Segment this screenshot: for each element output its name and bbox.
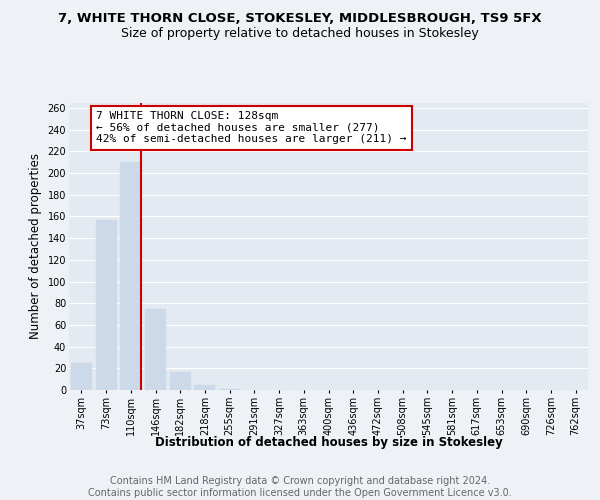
Text: Distribution of detached houses by size in Stokesley: Distribution of detached houses by size … [155, 436, 503, 449]
Bar [145, 308, 166, 390]
Text: Contains HM Land Registry data © Crown copyright and database right 2024.
Contai: Contains HM Land Registry data © Crown c… [88, 476, 512, 498]
Bar [120, 162, 141, 390]
Text: Size of property relative to detached houses in Stokesley: Size of property relative to detached ho… [121, 28, 479, 40]
Bar [95, 220, 116, 390]
Y-axis label: Number of detached properties: Number of detached properties [29, 153, 42, 340]
Bar [71, 363, 92, 390]
Bar [170, 372, 191, 390]
Bar [219, 389, 240, 390]
Text: 7, WHITE THORN CLOSE, STOKESLEY, MIDDLESBROUGH, TS9 5FX: 7, WHITE THORN CLOSE, STOKESLEY, MIDDLES… [58, 12, 542, 26]
Text: 7 WHITE THORN CLOSE: 128sqm
← 56% of detached houses are smaller (277)
42% of se: 7 WHITE THORN CLOSE: 128sqm ← 56% of det… [96, 111, 407, 144]
Bar [194, 384, 215, 390]
